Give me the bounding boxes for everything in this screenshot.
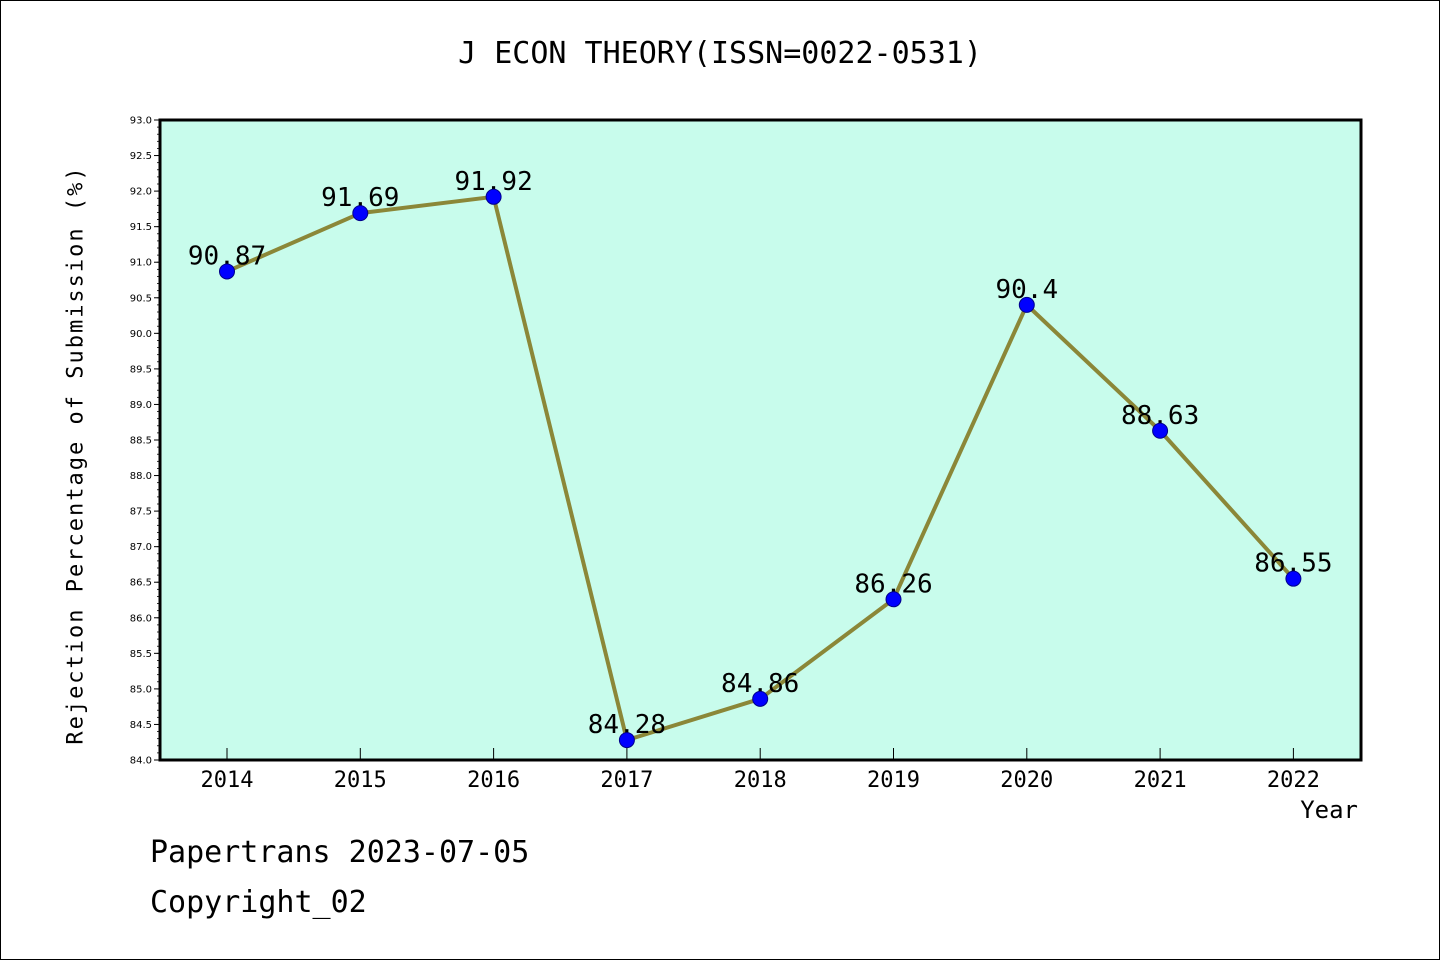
data-point bbox=[485, 188, 502, 205]
y-axis: 84.0 84.5 85.0 85.5 86.0 86.5 87.0 87.5 88.0 88.5… bbox=[130, 116, 160, 767]
y-tick-label: 91.0 bbox=[130, 258, 152, 269]
y-tick-label: 84.5 bbox=[130, 720, 152, 731]
series: 90.8791.6991.9284.2884.8686.2690.488.638… bbox=[188, 167, 1333, 749]
x-tick-label: 2022 bbox=[1267, 768, 1320, 793]
data-point bbox=[352, 205, 369, 222]
y-tick-label: 87.0 bbox=[130, 542, 152, 553]
data-point bbox=[1152, 422, 1169, 439]
y-tick-label: 91.5 bbox=[130, 222, 152, 233]
y-tick-label: 85.5 bbox=[130, 649, 152, 660]
x-tick-label: 2018 bbox=[734, 768, 787, 793]
data-point bbox=[885, 591, 902, 608]
x-tick-label: 2021 bbox=[1134, 768, 1187, 793]
y-tick-label: 89.5 bbox=[130, 364, 152, 375]
y-tick-label: 89.0 bbox=[130, 400, 152, 411]
y-tick-label: 86.0 bbox=[130, 613, 152, 624]
data-point bbox=[1285, 570, 1302, 587]
data-point bbox=[618, 732, 635, 749]
y-axis-label: Rejection Percentage of Submission (%) bbox=[63, 165, 89, 745]
y-tick-label: 86.5 bbox=[130, 578, 152, 589]
y-tick-label: 90.0 bbox=[130, 329, 152, 340]
data-point bbox=[219, 263, 235, 280]
y-tick-label: 85.0 bbox=[130, 684, 152, 695]
x-tick-label: 2019 bbox=[867, 768, 920, 793]
y-tick-label: 88.0 bbox=[130, 471, 152, 482]
plot-area bbox=[158, 118, 1363, 762]
x-tick-label: 2017 bbox=[600, 768, 653, 793]
footer-source: Papertrans 2023-07-05 bbox=[150, 835, 530, 870]
y-tick-label: 92.0 bbox=[130, 187, 152, 198]
x-axis: 2014 2015 2016 2017 2018 2019 2020 2021 2022 bbox=[201, 748, 1320, 793]
y-tick-label: 93.0 bbox=[130, 116, 152, 127]
data-point bbox=[1018, 296, 1035, 313]
y-tick-label: 88.5 bbox=[130, 436, 152, 447]
x-tick-label: 2014 bbox=[201, 768, 254, 793]
x-tick-label: 2016 bbox=[467, 768, 520, 793]
y-tick-label: 92.5 bbox=[130, 151, 152, 162]
data-point bbox=[752, 690, 769, 707]
x-tick-label: 2015 bbox=[334, 768, 387, 793]
y-tick-label: 90.5 bbox=[130, 293, 152, 304]
x-tick-label: 2020 bbox=[1000, 768, 1053, 793]
x-axis-label: Year bbox=[1300, 796, 1358, 824]
footer-copyright: Copyright_02 bbox=[150, 885, 367, 920]
chart-title: J ECON THEORY(ISSN=0022-0531) bbox=[458, 36, 982, 71]
y-tick-label: 87.5 bbox=[130, 507, 152, 518]
y-tick-label: 84.0 bbox=[130, 756, 152, 767]
